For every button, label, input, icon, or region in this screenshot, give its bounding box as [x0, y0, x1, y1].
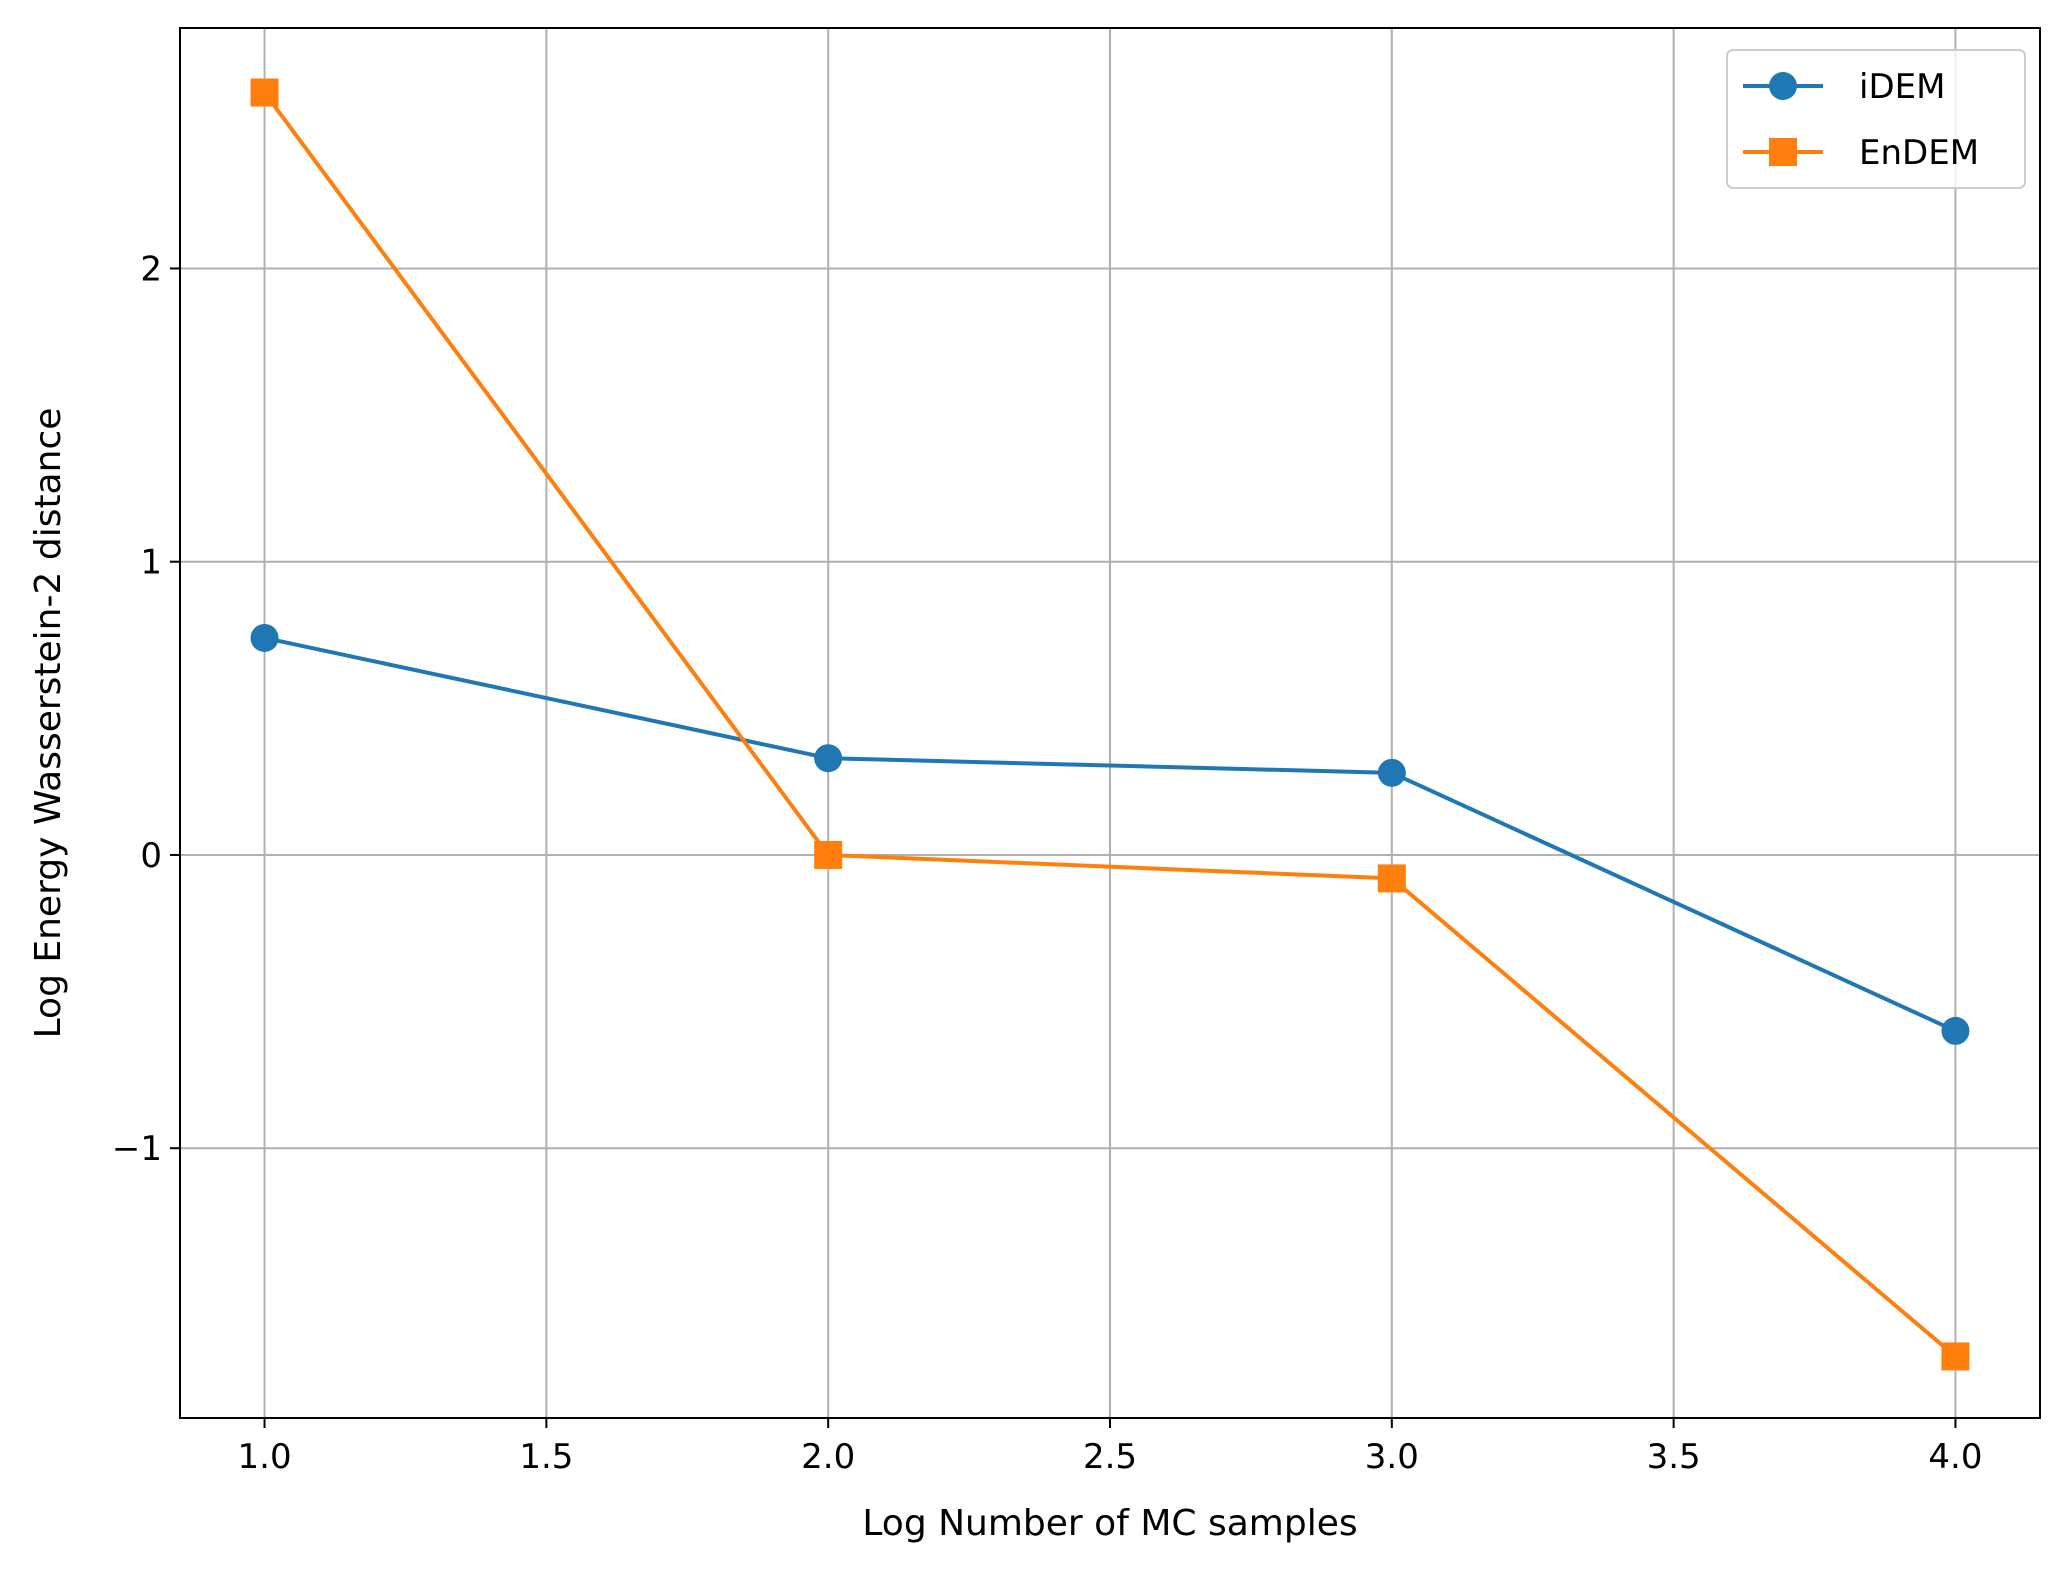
x-tick-label: 4.0 [1928, 1437, 1982, 1477]
data-point-idem [1941, 1016, 1970, 1045]
series-line-idem [264, 636, 1957, 1033]
legend-entry-endem: EnDEM [1743, 133, 1979, 173]
data-point-endem [250, 78, 279, 107]
data-point-idem [250, 623, 279, 652]
x-tick-label: 1.5 [519, 1437, 573, 1477]
series-layer [250, 78, 1970, 1371]
x-tick-label: 2.0 [801, 1437, 855, 1477]
x-axis-title: Log Number of MC samples [862, 1503, 1357, 1544]
data-point-endem [814, 840, 843, 869]
data-point-idem [1377, 758, 1406, 787]
y-axis-ticks: −1 0 1 2 [112, 249, 180, 1169]
x-tick-label: 3.0 [1365, 1437, 1419, 1477]
legend-marker [1769, 138, 1797, 166]
y-axis-title: Log Energy Wasserstein-2 distance [28, 408, 69, 1039]
data-point-idem [814, 744, 843, 773]
x-axis-ticks: 1.0 1.5 2.0 2.5 3.0 3.5 4.0 [238, 1418, 1982, 1477]
x-tick-label: 3.5 [1647, 1437, 1701, 1477]
series-idem [250, 623, 1970, 1045]
y-tick-label: −1 [112, 1129, 162, 1169]
series-line-endem [262, 91, 1957, 1358]
grid-lines [180, 28, 2040, 1418]
y-tick-label: 1 [140, 543, 162, 583]
y-tick-label: 0 [140, 836, 162, 876]
legend-label: iDEM [1859, 67, 1945, 107]
legend: iDEM EnDEM [1726, 49, 2026, 189]
data-point-endem [1377, 864, 1406, 893]
legend-marker [1769, 72, 1797, 100]
series-endem [250, 78, 1970, 1371]
data-point-endem [1941, 1342, 1970, 1371]
x-tick-label: 1.0 [238, 1437, 292, 1477]
legend-entry-idem: iDEM [1743, 67, 1945, 107]
y-tick-label: 2 [140, 249, 162, 289]
x-tick-label: 2.5 [1083, 1437, 1137, 1477]
legend-label: EnDEM [1859, 133, 1979, 173]
